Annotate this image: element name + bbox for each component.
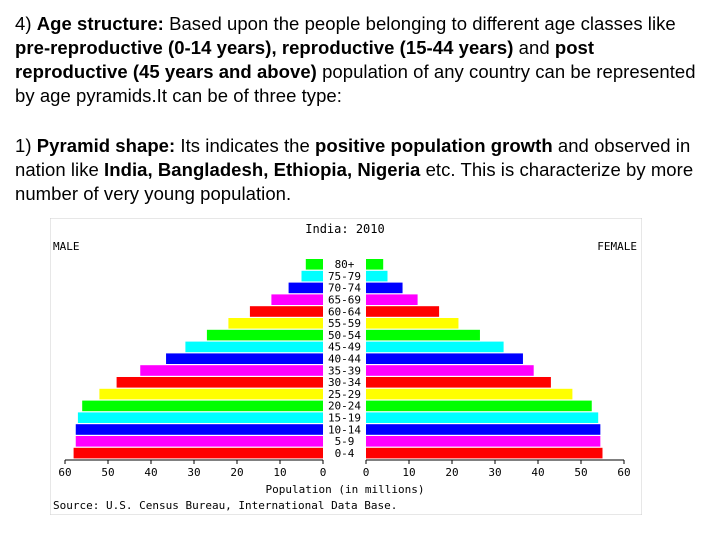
- population-pyramid-chart: India: 2010 MALE FEMALE 0-45-910-1415-19…: [49, 217, 643, 516]
- female-bar-55-59: [366, 318, 459, 329]
- age-group-label: 5-9: [335, 435, 355, 448]
- emphasis-text: positive population growth: [315, 135, 553, 156]
- male-bar-35-39: [140, 365, 323, 376]
- female-bar-15-19: [366, 412, 599, 423]
- body-text: population of any country can be represe…: [15, 61, 696, 106]
- age-group-label: 20-24: [328, 400, 361, 413]
- female-bar-60-64: [366, 306, 440, 317]
- female-bar-40-44: [366, 353, 523, 364]
- female-label: FEMALE: [597, 240, 637, 253]
- male-bar-10-14: [75, 424, 323, 435]
- chart-title: India: 2010: [305, 222, 384, 236]
- age-group-label: 50-54: [328, 329, 361, 342]
- emphasis-text: India, Bangladesh, Ethiopia, Nigeria: [104, 159, 421, 180]
- male-bar-60-64: [249, 306, 323, 317]
- age-group-label: 25-29: [328, 388, 361, 401]
- female-bar-35-39: [366, 365, 534, 376]
- age-group-label: 0-4: [335, 447, 355, 460]
- male-bar-40-44: [166, 353, 323, 364]
- male-bar-70-74: [288, 282, 323, 294]
- section-heading: Pyramid shape:: [36, 135, 176, 156]
- population-pyramid-figure: India: 2010 MALE FEMALE 0-4 5-9 10-14 15-19…: [49, 217, 643, 520]
- female-bar-45-49: [366, 341, 504, 353]
- male-bar-75-79: [301, 270, 323, 282]
- male-bar-65-69: [271, 294, 323, 305]
- age-group-label: 80+: [335, 258, 355, 271]
- x-tick-label: 10: [402, 466, 415, 479]
- male-bar-0-4: [73, 447, 323, 459]
- item-number: 4): [15, 13, 37, 34]
- age-group-label: 30-34: [328, 376, 361, 389]
- male-bar-30-34: [116, 377, 323, 388]
- female-bar-75-79: [366, 270, 388, 282]
- x-tick-label: 50: [574, 466, 587, 479]
- age-group-label: 35-39: [328, 364, 361, 377]
- x-tick-label: 60: [58, 466, 71, 479]
- emphasis-text: pre-reproductive (0-14 years), reproduct…: [15, 37, 514, 58]
- male-bar-50-54: [206, 329, 323, 341]
- age-group-label: 60-64: [328, 305, 361, 318]
- female-bar-5-9: [366, 436, 601, 447]
- x-axis-ticks: 60 50 40 30 20 10 0 0 10 20 30 40 50 60: [58, 460, 631, 479]
- source-note: Source: U.S. Census Bureau, Internationa…: [53, 499, 397, 512]
- body-text: Its indicates the: [175, 135, 316, 156]
- pyramid-shape-paragraph: 1) Pyramid shape: Its indicates the posi…: [15, 134, 705, 206]
- female-bar-30-34: [366, 377, 551, 388]
- x-tick-label: 0: [363, 466, 370, 479]
- age-group-label: 75-79: [328, 270, 361, 283]
- male-label: MALE: [53, 240, 80, 253]
- age-group-label: 70-74: [328, 282, 361, 295]
- male-bar-55-59: [228, 318, 323, 329]
- age-structure-paragraph: 4) Age structure: Based upon the people …: [15, 12, 705, 108]
- x-tick-label: 10: [273, 466, 286, 479]
- x-tick-label: 30: [488, 466, 501, 479]
- x-tick-label: 30: [187, 466, 200, 479]
- female-bar-65-69: [366, 294, 418, 305]
- pyramid-bars: [73, 259, 603, 459]
- x-tick-label: 60: [617, 466, 630, 479]
- x-axis-label: Population (in millions): [266, 483, 425, 496]
- age-group-label: 45-49: [328, 341, 361, 354]
- x-tick-label: 20: [230, 466, 243, 479]
- x-tick-label: 50: [101, 466, 114, 479]
- x-tick-label: 40: [531, 466, 544, 479]
- female-bar-20-24: [366, 400, 592, 412]
- body-text: Based upon the people belonging to diffe…: [163, 13, 676, 34]
- body-text: etc. This is characterize by more number…: [15, 159, 694, 204]
- female-bar-10-14: [366, 424, 601, 435]
- age-group-label: 15-19: [328, 412, 361, 425]
- female-bar-50-54: [366, 329, 480, 341]
- body-text: and: [513, 37, 555, 58]
- female-bar-70-74: [366, 282, 403, 294]
- male-bar-15-19: [77, 412, 324, 423]
- emphasis-text: post reproductive (45 years and above): [15, 37, 595, 82]
- x-tick-label: 20: [445, 466, 458, 479]
- female-bar-25-29: [366, 388, 573, 400]
- item-number: 1): [15, 135, 37, 156]
- section-heading: Age structure:: [36, 13, 164, 34]
- age-group-label: 65-69: [328, 294, 361, 307]
- age-group-label: 40-44: [328, 353, 361, 366]
- male-bar-25-29: [99, 388, 324, 400]
- age-group-label: 10-14: [328, 423, 361, 436]
- x-tick-label: 0: [320, 466, 327, 479]
- age-group-label: 55-59: [328, 317, 361, 330]
- male-bar-45-49: [185, 341, 323, 353]
- male-bar-80+: [305, 259, 323, 270]
- female-bar-80+: [366, 259, 384, 270]
- male-bar-20-24: [82, 400, 323, 412]
- male-bar-5-9: [75, 436, 323, 447]
- x-tick-label: 40: [144, 466, 157, 479]
- body-text: and observed in nation like: [15, 135, 691, 180]
- female-bar-0-4: [366, 447, 603, 459]
- age-group-labels: 0-45-910-1415-1920-2425-2930-3435-3940-4…: [328, 258, 361, 460]
